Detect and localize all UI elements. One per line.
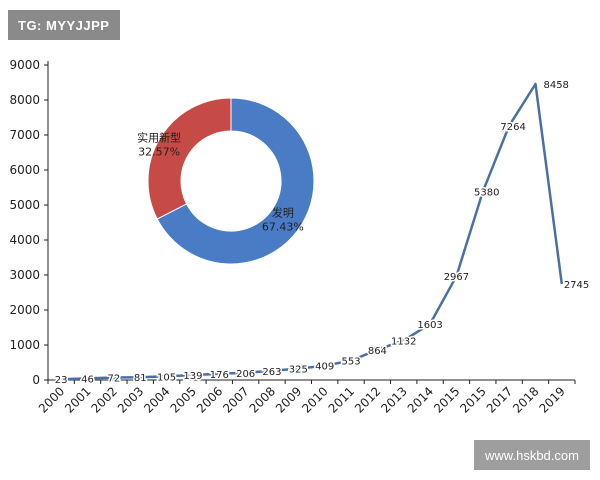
data-label: 176 bbox=[210, 370, 229, 381]
y-tick-label: 4000 bbox=[9, 233, 40, 247]
data-label: 2745 bbox=[564, 280, 589, 291]
donut-slice-name: 实用新型 bbox=[137, 130, 181, 144]
y-axis: 0 1000 2000 3000 4000 5000 6000 7000 8000 9000 bbox=[9, 58, 49, 387]
y-tick-label: 0 bbox=[32, 373, 40, 387]
donut-slice-0 bbox=[156, 97, 315, 265]
data-label: 1603 bbox=[417, 320, 442, 331]
y-tick-label: 9000 bbox=[9, 58, 40, 72]
data-label: 8458 bbox=[543, 80, 568, 91]
data-label: 1132 bbox=[391, 336, 416, 347]
data-label: 2967 bbox=[444, 272, 469, 283]
data-label: 864 bbox=[368, 346, 387, 357]
donut-slice-value: 67.43% bbox=[262, 221, 304, 234]
data-label: 553 bbox=[341, 357, 360, 368]
y-tick-label: 1000 bbox=[9, 338, 40, 352]
x-tick-label: 2011 bbox=[326, 384, 357, 415]
x-tick-label: 2012 bbox=[352, 384, 383, 415]
watermark-top: TG: MYYJJPP bbox=[8, 10, 120, 40]
donut-slice-1 bbox=[147, 97, 232, 220]
data-label: 105 bbox=[157, 372, 176, 383]
data-label: 72 bbox=[108, 373, 121, 384]
data-label: 325 bbox=[289, 365, 308, 376]
donut-slice-name: 发明 bbox=[272, 206, 294, 220]
x-tick-label: 2017 bbox=[484, 384, 515, 415]
y-tick-label: 7000 bbox=[9, 128, 40, 142]
data-label: 206 bbox=[236, 369, 255, 380]
x-tick-label: 2005 bbox=[168, 384, 199, 415]
data-label: 7264 bbox=[500, 122, 525, 133]
x-tick-label: 2009 bbox=[273, 384, 304, 415]
x-tick-label: 2019 bbox=[536, 384, 567, 415]
x-tick-label: 2006 bbox=[194, 384, 225, 415]
data-label: 46 bbox=[81, 374, 94, 385]
data-label: 5380 bbox=[474, 188, 499, 199]
x-axis: 2000200120022003200420052006200720082009… bbox=[36, 379, 576, 416]
x-tick-label: 2015 bbox=[431, 384, 462, 415]
x-tick-label: 2001 bbox=[62, 384, 93, 415]
series-line bbox=[61, 82, 564, 381]
y-tick-label: 2000 bbox=[9, 303, 40, 317]
x-tick-label: 2018 bbox=[510, 384, 541, 415]
data-label: 263 bbox=[262, 367, 281, 378]
x-tick-label: 2013 bbox=[378, 384, 409, 415]
x-tick-label: 2003 bbox=[115, 384, 146, 415]
x-tick-label: 2002 bbox=[88, 384, 119, 415]
x-tick-label: 2010 bbox=[299, 384, 330, 415]
donut-slice-value: 32.57% bbox=[138, 145, 180, 158]
y-tick-label: 8000 bbox=[9, 93, 40, 107]
y-tick-label: 6000 bbox=[9, 163, 40, 177]
data-label: 139 bbox=[183, 371, 202, 382]
x-tick-label: 2014 bbox=[405, 384, 436, 415]
x-tick-label: 2015 bbox=[457, 384, 488, 415]
x-tick-label: 2007 bbox=[220, 384, 251, 415]
watermark-bottom: www.hskbd.com bbox=[474, 440, 590, 470]
x-tick-label: 2004 bbox=[141, 384, 172, 415]
data-label: 81 bbox=[134, 373, 147, 384]
data-label: 23 bbox=[55, 375, 68, 386]
y-tick-label: 3000 bbox=[9, 268, 40, 282]
y-tick-label: 5000 bbox=[9, 198, 40, 212]
x-tick-label: 2008 bbox=[247, 384, 278, 415]
line-series: 23 46 72 81 105 139 176 206 263 325 409 553 864 11321… bbox=[53, 78, 590, 387]
x-tick-label: 2000 bbox=[36, 384, 67, 415]
data-label: 409 bbox=[315, 362, 334, 373]
